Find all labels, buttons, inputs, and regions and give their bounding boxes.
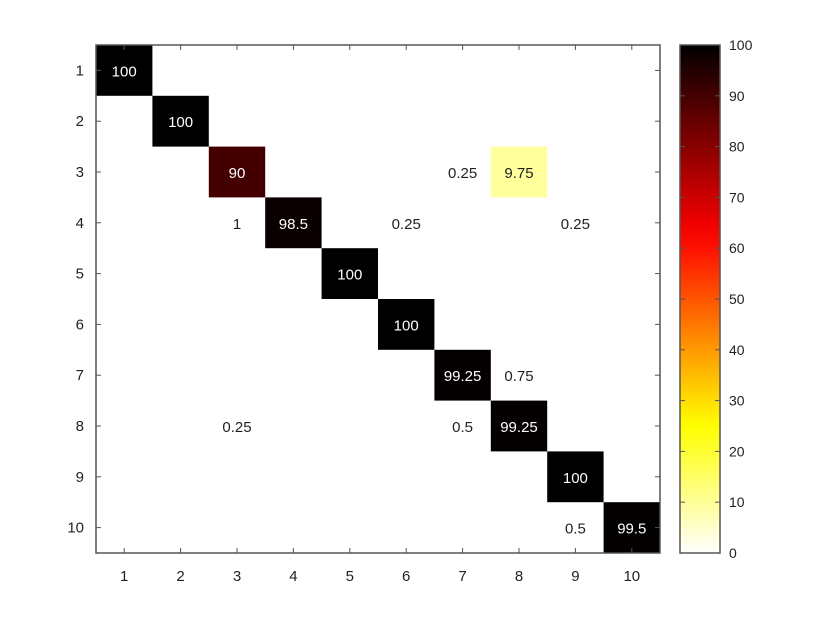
- cell-value-label: 0.5: [452, 419, 473, 436]
- colorbar-tick-label: 50: [729, 291, 745, 307]
- y-tick-label: 1: [76, 62, 84, 79]
- heatmap-cell: [490, 146, 548, 198]
- plot-frame: [95, 44, 661, 554]
- x-tick-label: 5: [346, 568, 354, 585]
- y-tick-label: 9: [76, 469, 84, 486]
- heatmap-cell: [265, 197, 322, 249]
- heatmap-cell: [603, 502, 660, 553]
- colorbar-tick-label: 10: [729, 494, 745, 510]
- colorbar-tick-label: 20: [729, 443, 745, 459]
- colorbar-gradient: [680, 45, 720, 553]
- heatmap-cell: [152, 95, 209, 147]
- x-tick-label: 7: [458, 568, 466, 585]
- cell-value-label: 0.75: [504, 368, 533, 385]
- colorbar-tick-label: 30: [729, 393, 745, 409]
- cell-value-label: 100: [394, 317, 419, 334]
- x-tick-label: 4: [289, 568, 297, 585]
- cell-value-label: 0.25: [222, 419, 251, 436]
- heatmap-cell: [378, 299, 435, 350]
- cell-value-label: 100: [337, 267, 362, 284]
- cell-value-label: 0.25: [448, 165, 477, 182]
- colorbar-tick-label: 80: [729, 139, 745, 155]
- cell-value-label: 1: [233, 216, 241, 233]
- y-tick-label: 7: [76, 367, 84, 384]
- heatmap-cell: [96, 45, 153, 96]
- colorbar-tick-label: 100: [729, 37, 753, 53]
- cell-value-label: 9.75: [504, 165, 533, 182]
- y-tick-label: 6: [76, 316, 84, 333]
- colorbar: 0 10 20 30 40 50 60 70 80 90 100: [679, 37, 753, 561]
- plot-area: 100 100 90 0.25 9.75 1 98.5 0.25 0.25 100 100 99.25…: [67, 44, 661, 585]
- y-tick-label: 5: [76, 266, 84, 283]
- x-tick-label: 8: [515, 568, 523, 585]
- cell-value-label: 0.5: [565, 521, 586, 538]
- colorbar-tick-label: 60: [729, 240, 745, 256]
- y-tick-label: 8: [76, 418, 84, 435]
- cell-value-label: 90: [229, 165, 246, 182]
- x-tick-label: 2: [176, 568, 184, 585]
- cell-value-label: 100: [563, 470, 588, 487]
- y-tick-label: 10: [67, 520, 84, 537]
- cell-value-label: 100: [112, 63, 137, 80]
- cell-value-label: 0.25: [392, 216, 421, 233]
- heatmap-cell: [547, 451, 604, 503]
- x-tick-label: 10: [623, 568, 640, 585]
- heatmap-cell: [490, 400, 548, 452]
- colorbar-tick-label: 70: [729, 189, 745, 205]
- x-tick-label: 9: [571, 568, 579, 585]
- cell-value-label: 99.25: [500, 419, 538, 436]
- colorbar-tick-label: 90: [729, 88, 745, 104]
- colorbar-tick-label: 40: [729, 342, 745, 358]
- y-tick-label: 4: [76, 215, 84, 232]
- x-tick-label: 3: [233, 568, 241, 585]
- y-tick-label: 2: [76, 113, 84, 130]
- cell-value-label: 99.5: [617, 521, 646, 538]
- x-tick-label: 6: [402, 568, 410, 585]
- colorbar-tick-label: 0: [729, 545, 737, 561]
- cell-value-label: 99.25: [444, 368, 482, 385]
- x-tick-label: 1: [120, 568, 128, 585]
- heatmap-cell: [208, 146, 266, 198]
- cell-value-label: 98.5: [279, 216, 308, 233]
- cell-value-label: 0.25: [561, 216, 590, 233]
- y-tick-label: 3: [76, 164, 84, 181]
- cell-value-label: 100: [168, 114, 193, 131]
- heatmap-cell: [434, 349, 491, 401]
- heatmap-cell: [321, 248, 378, 299]
